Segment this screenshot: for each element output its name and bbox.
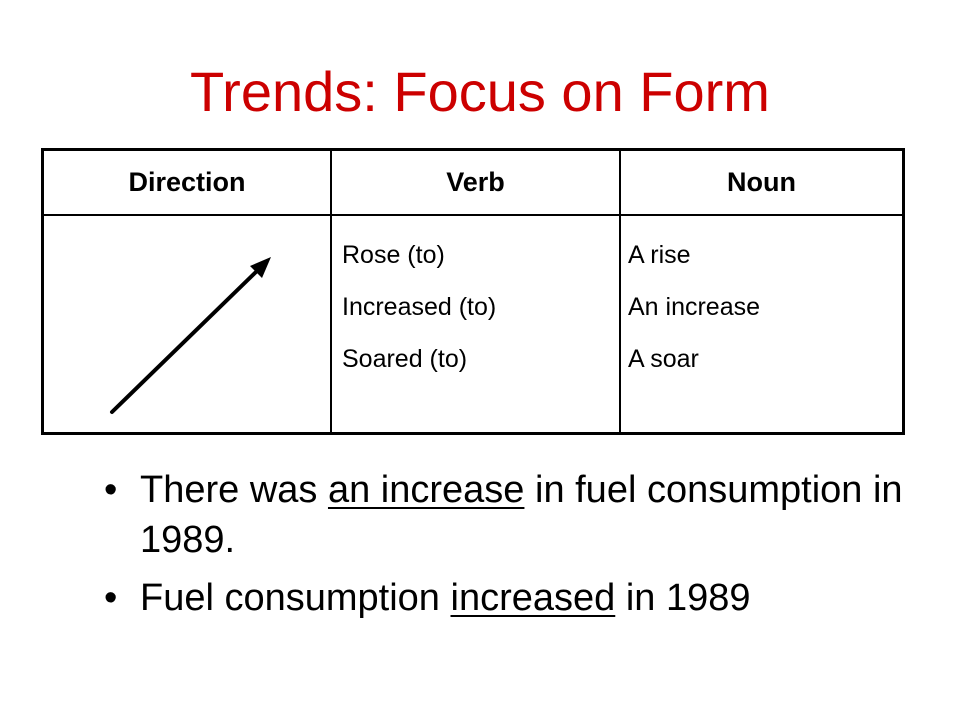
trend-table: Direction Verb Noun Rose (to) Increased … [41,148,905,435]
sentence-text: in 1989 [615,577,751,619]
slide-title: Trends: Focus on Form [190,60,770,123]
table-header-divider [44,214,902,216]
table-column-divider [619,151,621,432]
header-noun: Noun [727,167,796,197]
header-verb: Verb [446,167,505,197]
noun-item: An increase [628,293,761,321]
noun-item: A soar [628,345,699,373]
header-direction: Direction [128,167,246,197]
bullet-marker: • [104,469,118,511]
bullet-item: • Fuel consumption increased in 1989 [104,573,924,623]
upward-diagonal-arrow-icon [110,257,271,414]
example-sentences: • There was an increase in fuel consumpt… [104,465,924,631]
sentence-text: Fuel consumption [140,577,451,619]
verb-item: Soared (to) [342,345,468,373]
noun-item: A rise [628,241,691,269]
table-column-divider [330,151,332,432]
sentence-text: in fuel consumption in 1989. [140,469,903,561]
verb-item: Increased (to) [342,293,497,321]
noun-list: A rise An increase A soar [628,229,760,385]
sentence-text: There was [140,469,328,511]
verb-item: Rose (to) [342,241,445,269]
underlined-verb: increased [450,577,616,619]
underlined-noun-phrase: an increase [327,469,525,511]
bullet-marker: • [104,577,118,619]
bullet-item: • There was an increase in fuel consumpt… [104,465,924,565]
verb-list: Rose (to) Increased (to) Soared (to) [342,229,496,385]
